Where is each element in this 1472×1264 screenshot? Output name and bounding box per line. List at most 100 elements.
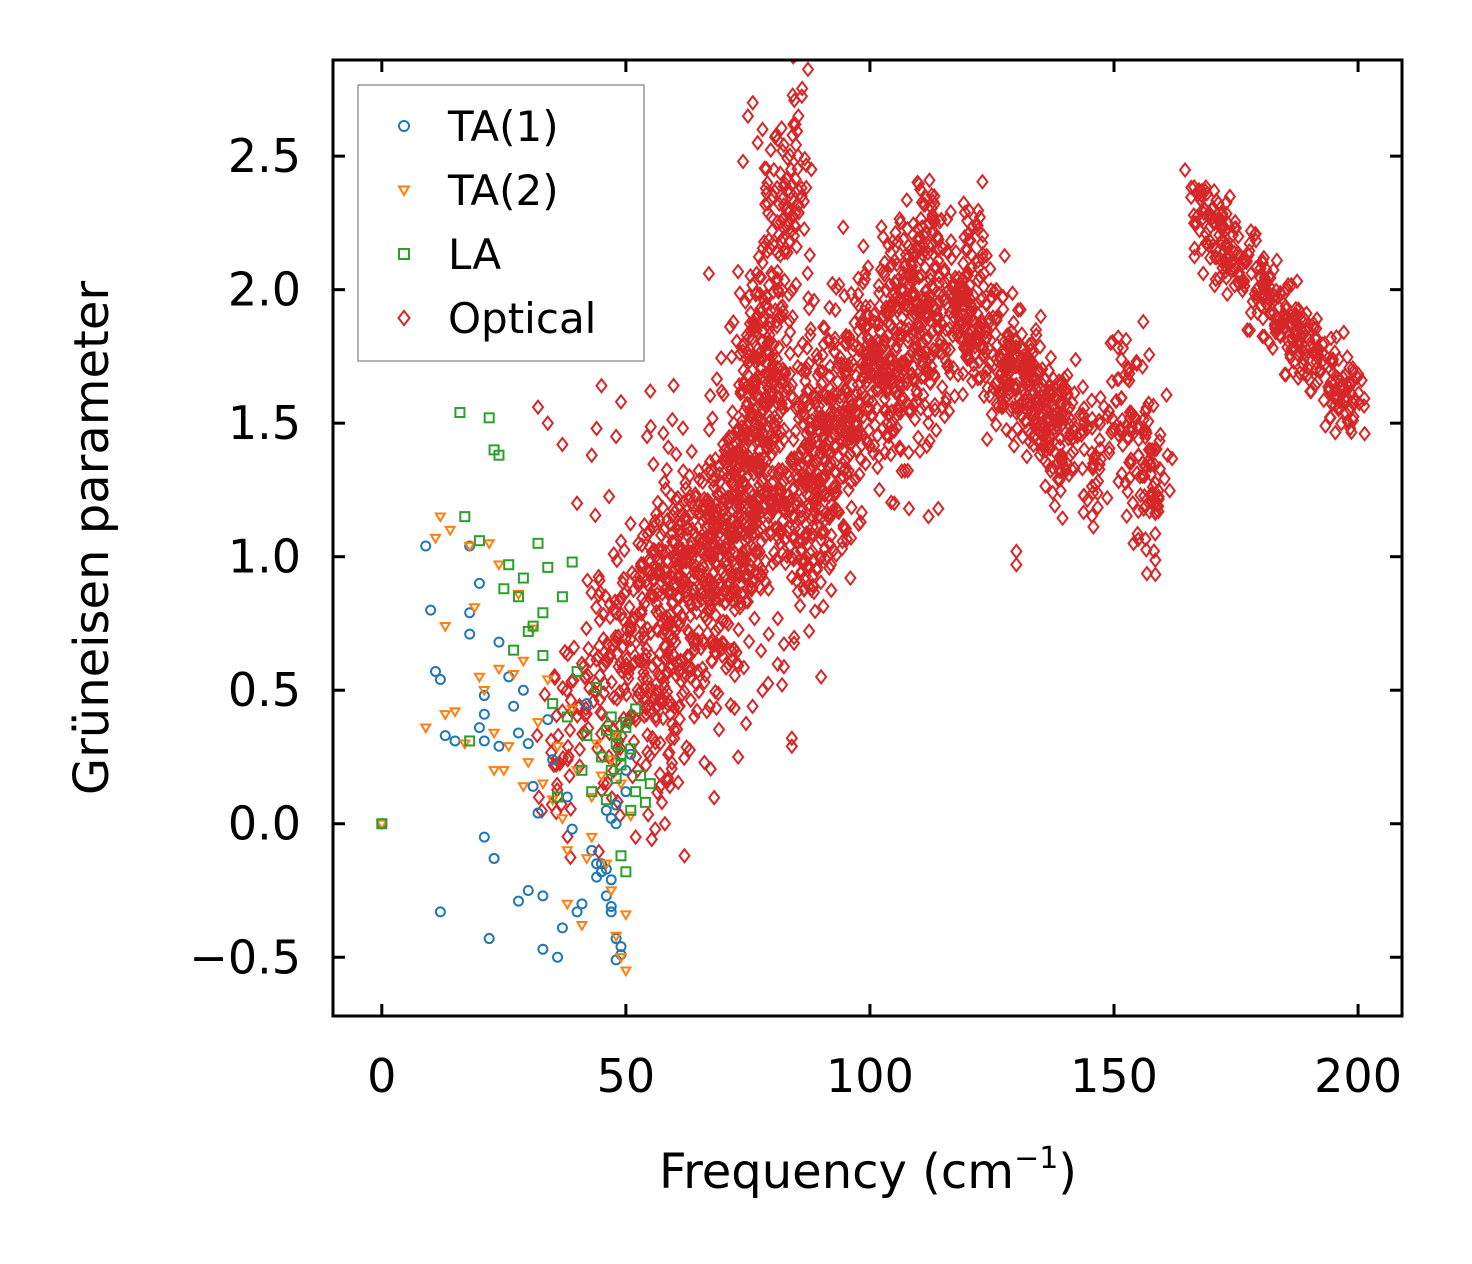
optical-point xyxy=(786,389,800,406)
optical-point xyxy=(961,267,975,284)
optical-point xyxy=(674,673,688,690)
optical-point xyxy=(857,370,870,388)
la-point xyxy=(556,591,568,603)
optical-point xyxy=(774,299,787,316)
optical-point xyxy=(831,373,845,390)
ta-1--point xyxy=(478,735,490,747)
ta-1--point xyxy=(434,906,446,918)
optical-point xyxy=(838,287,851,304)
optical-point xyxy=(756,472,770,489)
optical-point xyxy=(1051,471,1065,488)
series-layer xyxy=(375,60,1371,978)
optical-point xyxy=(754,403,768,420)
optical-point xyxy=(720,552,733,569)
legend-label-la: LA xyxy=(448,230,501,279)
optical-point xyxy=(634,555,648,572)
optical-point xyxy=(1254,298,1268,315)
ta-2--point xyxy=(439,710,452,721)
optical-point xyxy=(1160,386,1173,404)
la-point xyxy=(600,794,612,806)
optical-point xyxy=(611,793,624,810)
optical-point xyxy=(771,359,784,376)
optical-point xyxy=(545,744,558,761)
optical-point xyxy=(857,238,870,255)
optical-point xyxy=(685,443,698,460)
optical-point xyxy=(636,527,650,545)
optical-point xyxy=(1303,339,1317,356)
optical-point xyxy=(1053,410,1066,427)
optical-point xyxy=(731,515,745,532)
optical-point xyxy=(1029,321,1043,338)
optical-point xyxy=(1195,241,1209,258)
optical-point xyxy=(932,242,945,259)
optical-point xyxy=(850,383,864,401)
optical-point xyxy=(769,127,783,144)
optical-point xyxy=(1010,543,1023,560)
legend-label-optical: Optical xyxy=(448,294,596,343)
ta-1--point xyxy=(591,871,603,883)
optical-point xyxy=(703,387,717,404)
optical-point xyxy=(876,308,890,325)
optical-point xyxy=(625,564,639,581)
optical-point xyxy=(756,240,770,257)
optical-point xyxy=(1034,417,1048,435)
optical-point xyxy=(820,413,833,430)
optical-point xyxy=(673,656,686,673)
optical-point xyxy=(1065,461,1078,478)
optical-point xyxy=(845,499,858,516)
optical-point xyxy=(1188,248,1201,265)
optical-point xyxy=(787,527,800,544)
optical-point xyxy=(781,523,794,540)
optical-point xyxy=(677,750,691,767)
optical-point xyxy=(1243,235,1256,252)
optical-point xyxy=(1112,370,1125,388)
optical-point xyxy=(1266,339,1279,357)
optical-point xyxy=(658,815,672,832)
optical-point xyxy=(747,347,761,364)
optical-point xyxy=(645,588,659,605)
optical-point xyxy=(888,290,902,308)
optical-point xyxy=(1015,326,1029,343)
optical-point xyxy=(610,552,624,569)
optical-point xyxy=(944,203,957,221)
legend-label-ta-1-: TA(1) xyxy=(447,102,559,151)
optical-point xyxy=(666,411,679,428)
ta-1--point xyxy=(556,922,568,934)
optical-point xyxy=(632,577,645,594)
y-tick-label: 2.5 xyxy=(228,129,301,183)
optical-point xyxy=(1213,211,1226,228)
la-point xyxy=(532,537,544,549)
optical-point xyxy=(1018,375,1032,392)
optical-point xyxy=(911,429,925,446)
optical-point xyxy=(763,413,777,430)
optical-point xyxy=(926,208,939,225)
optical-point xyxy=(1014,301,1027,318)
optical-point xyxy=(772,523,786,540)
optical-point xyxy=(582,640,595,657)
optical-point xyxy=(1149,505,1162,522)
la-point xyxy=(542,561,554,573)
ta-1--point xyxy=(473,577,485,589)
optical-point xyxy=(683,741,697,759)
optical-point xyxy=(761,174,774,191)
optical-point xyxy=(914,400,928,417)
optical-point xyxy=(780,332,793,349)
optical-point xyxy=(734,549,748,566)
optical-point xyxy=(847,356,860,373)
optical-point xyxy=(733,345,747,362)
optical-point xyxy=(893,439,907,456)
x-tick-label: 100 xyxy=(826,1049,914,1103)
optical-point xyxy=(614,740,627,757)
optical-point xyxy=(832,448,846,465)
optical-point xyxy=(563,721,577,739)
optical-point xyxy=(610,690,624,708)
optical-point xyxy=(681,622,695,640)
optical-point xyxy=(883,317,896,334)
optical-point xyxy=(728,700,741,717)
optical-point xyxy=(1022,372,1036,389)
optical-point xyxy=(676,419,690,437)
optical-point xyxy=(1001,364,1014,382)
ta-2--point xyxy=(478,686,491,697)
optical-point xyxy=(746,580,759,597)
la-point xyxy=(615,850,627,862)
